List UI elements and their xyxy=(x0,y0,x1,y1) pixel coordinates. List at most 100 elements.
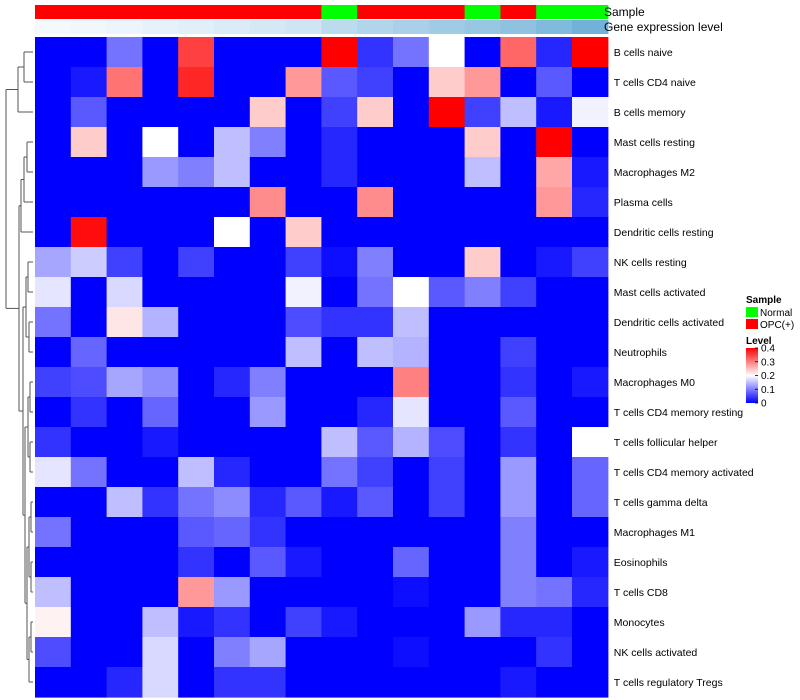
heatmap-cell xyxy=(357,397,394,428)
heatmap-cell xyxy=(142,577,179,608)
heatmap-cell xyxy=(70,247,108,278)
heatmap-cell xyxy=(428,337,466,368)
legend-normal-label: Normal xyxy=(760,308,792,319)
heatmap-cell xyxy=(106,577,143,608)
heatmap-cell xyxy=(321,277,358,308)
heatmap-cell xyxy=(572,397,609,428)
row-label: Dendritic cells resting xyxy=(614,227,714,239)
sample-cell-9 xyxy=(357,5,394,19)
heatmap-cell xyxy=(357,487,394,518)
heatmap-cell xyxy=(35,367,72,398)
heatmap-cell xyxy=(178,397,215,428)
heatmap-cell xyxy=(428,67,466,98)
heatmap-cell xyxy=(393,367,430,398)
heatmap-cell xyxy=(393,337,430,368)
heatmap-cell xyxy=(106,397,143,428)
heatmap-cell xyxy=(321,457,358,488)
sample-cell-15 xyxy=(572,5,609,19)
heatmap-cell xyxy=(393,67,430,98)
heatmap-cell xyxy=(464,337,501,368)
heatmap-cell xyxy=(393,187,430,218)
heatmap-cell xyxy=(500,157,537,188)
heatmap-cell xyxy=(536,187,573,218)
heatmap-cell xyxy=(35,127,72,158)
expression-annotation-bar xyxy=(35,20,609,34)
heatmap-cell xyxy=(393,547,430,578)
heatmap-cell xyxy=(106,607,143,638)
heatmap-cell xyxy=(321,127,358,158)
heatmap-cell xyxy=(393,247,430,278)
heatmap-cell xyxy=(500,217,537,248)
heatmap-cell xyxy=(321,187,358,218)
heatmap-cell xyxy=(142,187,179,218)
legend-opc-swatch xyxy=(746,319,758,329)
heatmap-cell xyxy=(572,367,609,398)
heatmap-cell xyxy=(500,367,537,398)
heatmap-cell xyxy=(393,457,430,488)
heatmap-cell xyxy=(464,187,501,218)
heatmap-cell xyxy=(142,307,179,338)
heatmap-cell xyxy=(214,607,251,638)
heatmap-cell xyxy=(35,637,72,668)
heatmap-cell xyxy=(106,97,143,128)
heatmap-cell xyxy=(393,427,430,458)
heatmap-cell xyxy=(178,187,215,218)
heatmap-cell xyxy=(536,367,573,398)
heatmap-cell xyxy=(536,577,573,608)
heatmap-cell xyxy=(142,67,179,98)
heatmap-cell xyxy=(178,607,215,638)
heatmap-cell xyxy=(572,247,609,278)
heatmap-cell xyxy=(536,517,573,548)
row-label: B cells naive xyxy=(614,47,673,59)
heatmap-cell xyxy=(393,667,430,698)
heatmap-cell xyxy=(428,307,466,338)
heatmap-cell xyxy=(428,457,466,488)
heatmap-cell xyxy=(572,97,609,128)
sample-cell-0 xyxy=(35,5,72,19)
heatmap-cell xyxy=(70,397,108,428)
heatmap-cell xyxy=(572,307,609,338)
heatmap-cell xyxy=(178,337,215,368)
row-label: T cells CD4 memory activated xyxy=(614,467,754,479)
heatmap-cell xyxy=(500,337,537,368)
heatmap-cell xyxy=(536,487,573,518)
heatmap-cell xyxy=(142,637,179,668)
sample-annotation-bar xyxy=(35,5,609,19)
heatmap-cell xyxy=(178,67,215,98)
heatmap-cell xyxy=(178,367,215,398)
heatmap-cells xyxy=(35,37,609,698)
heatmap-cell xyxy=(249,187,287,218)
heatmap-cell xyxy=(142,517,179,548)
heatmap-cell xyxy=(428,187,466,218)
heatmap-cell xyxy=(35,607,72,638)
heatmap-cell xyxy=(428,97,466,128)
row-labels: B cells naive T cells CD4 naive B cells me… xyxy=(614,47,754,689)
row-label: Mast cells resting xyxy=(614,137,695,149)
heatmap-cell xyxy=(142,427,179,458)
heatmap-cell xyxy=(357,577,394,608)
heatmap-cell xyxy=(321,547,358,578)
heatmap-cell xyxy=(357,517,394,548)
heatmap-cell xyxy=(572,127,609,158)
heatmap-cell xyxy=(70,157,108,188)
heatmap-cell xyxy=(536,427,573,458)
heatmap-cell xyxy=(35,67,72,98)
heatmap-cell xyxy=(357,187,394,218)
heatmap-cell xyxy=(321,67,358,98)
expression-cell-6 xyxy=(249,20,287,34)
heatmap-cell xyxy=(428,607,466,638)
expression-cell-15 xyxy=(572,20,609,34)
heatmap-cell xyxy=(285,157,322,188)
heatmap-cell xyxy=(536,157,573,188)
row-label: Neutrophils xyxy=(614,347,667,359)
heatmap-cell xyxy=(214,97,251,128)
heatmap-cell xyxy=(500,97,537,128)
heatmap-cell xyxy=(500,487,537,518)
heatmap-cell xyxy=(70,307,108,338)
heatmap-cell xyxy=(393,97,430,128)
heatmap-cell xyxy=(70,277,108,308)
row-label: Eosinophils xyxy=(614,557,668,569)
heatmap-cell xyxy=(178,127,215,158)
heatmap-cell xyxy=(428,427,466,458)
